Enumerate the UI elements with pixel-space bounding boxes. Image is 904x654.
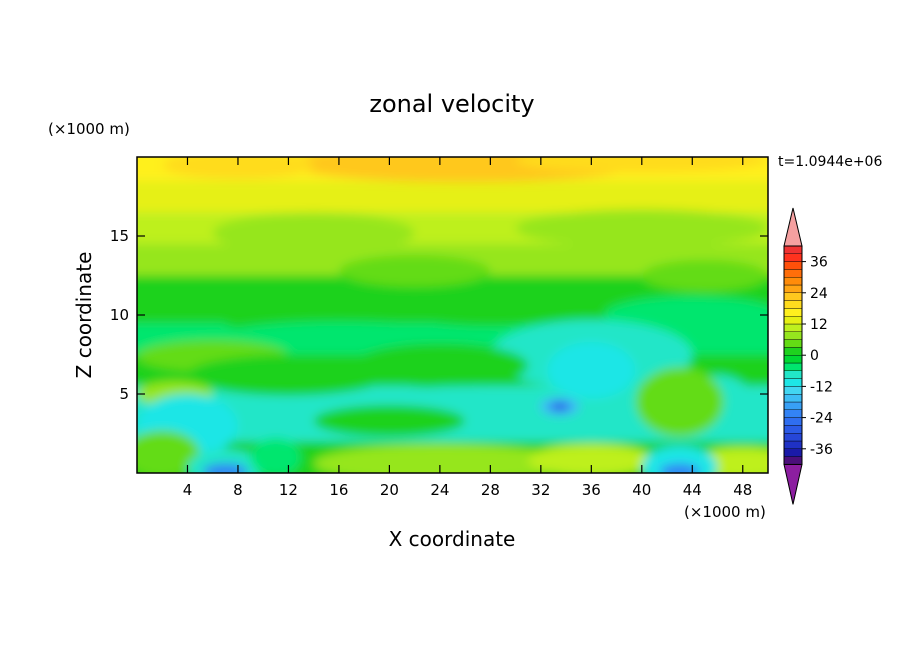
colorbar-swatch: [783, 261, 803, 270]
colorbar-tick-label: 36: [810, 255, 828, 271]
x-tick-label: 44: [683, 481, 702, 499]
field-contour: [549, 401, 570, 412]
y-tick-label: 15: [110, 227, 129, 245]
colorbar-swatch: [783, 409, 803, 418]
colorbar-swatch: [783, 331, 803, 340]
x-tick-label: 12: [279, 481, 298, 499]
field-contour: [250, 438, 302, 473]
field-band: [137, 180, 768, 213]
colorbar-swatch: [783, 448, 803, 457]
colorbar-under-triangle: [783, 463, 803, 505]
x-tick-label: 40: [632, 481, 651, 499]
y-axis-label: Z coordinate: [72, 252, 96, 379]
colorbar-swatch: [783, 394, 803, 403]
x-tick-label: 48: [733, 481, 752, 499]
chart-title: zonal velocity: [369, 90, 534, 118]
colorbar-swatch: [783, 300, 803, 309]
colorbar: -36 -24 -12 0 12 24 36: [783, 207, 833, 505]
x-tick-label: 4: [183, 481, 193, 499]
colorbar-tick-label: 0: [810, 348, 819, 364]
colorbar-swatch: [783, 386, 803, 395]
colorbar-tick-label: 12: [810, 317, 828, 333]
zonal-velocity-field: [137, 157, 768, 473]
field-contour: [351, 343, 529, 388]
field-contour: [187, 354, 390, 396]
colorbar-swatch: [783, 284, 803, 294]
field-contour: [338, 254, 491, 287]
colorbar-tick-label: -36: [810, 442, 833, 458]
field-contour: [313, 405, 466, 437]
x-tick-label: 28: [481, 481, 500, 499]
field-contour: [389, 288, 592, 327]
colorbar-swatch: [783, 425, 803, 434]
y-tick-label: 10: [110, 306, 129, 324]
colorbar-over-triangle: [783, 207, 803, 247]
colorbar-swatch: [783, 316, 803, 325]
colorbar-swatch: [783, 433, 803, 442]
x-tick-label: 24: [430, 481, 449, 499]
field-contour: [547, 341, 636, 399]
field-contour: [528, 444, 655, 473]
colorbar-swatch: [783, 292, 803, 301]
y-axis-ticks: 5 10 15: [110, 227, 768, 403]
field-contour: [515, 209, 768, 248]
x-unit-label: (×1000 m): [684, 503, 766, 521]
colorbar-tick-label: -24: [810, 411, 833, 427]
field-contour: [641, 259, 768, 292]
colorbar-swatch: [783, 277, 803, 286]
x-axis-ticks: 4 8 12 16 20 24 28 32 36 40 44 48: [183, 157, 752, 499]
field-contour: [635, 367, 724, 437]
colorbar-swatch: [783, 456, 803, 465]
colorbar-swatch: [783, 378, 803, 387]
colorbar-swatch: [783, 339, 803, 348]
colorbar-swatch: [783, 253, 803, 262]
time-label: t=1.0944e+06: [778, 154, 882, 170]
field-contour: [659, 463, 700, 473]
colorbar-swatch: [783, 269, 803, 278]
field-contour: [641, 446, 718, 473]
field-contour: [313, 444, 567, 473]
x-tick-label: 8: [233, 481, 243, 499]
y-tick-label: 5: [119, 385, 129, 403]
y-unit-label: (×1000 m): [48, 120, 130, 138]
field-contour: [603, 296, 768, 334]
field-contour: [137, 430, 201, 473]
colorbar-swatch: [783, 401, 803, 411]
x-tick-label: 20: [380, 481, 399, 499]
field-contour: [202, 463, 249, 473]
colorbar-swatch: [783, 323, 803, 333]
colorbar-swatch: [783, 355, 803, 364]
x-axis-label: X coordinate: [389, 527, 516, 551]
colorbar-swatch: [783, 245, 803, 255]
colorbar-swatch: [783, 347, 803, 356]
x-tick-label: 36: [582, 481, 601, 499]
colorbar-swatch: [783, 308, 803, 317]
colorbar-swatch: [783, 370, 803, 379]
field-contour: [212, 321, 466, 353]
field-contour: [212, 212, 415, 254]
x-tick-label: 16: [329, 481, 348, 499]
field-contour: [162, 157, 314, 180]
x-tick-label: 32: [531, 481, 550, 499]
colorbar-swatch: [783, 362, 803, 372]
colorbar-tick-label: 24: [810, 286, 828, 302]
colorbar-tick-label: -12: [810, 379, 833, 395]
colorbar-swatch: [783, 440, 803, 450]
colorbar-swatch: [783, 417, 803, 426]
